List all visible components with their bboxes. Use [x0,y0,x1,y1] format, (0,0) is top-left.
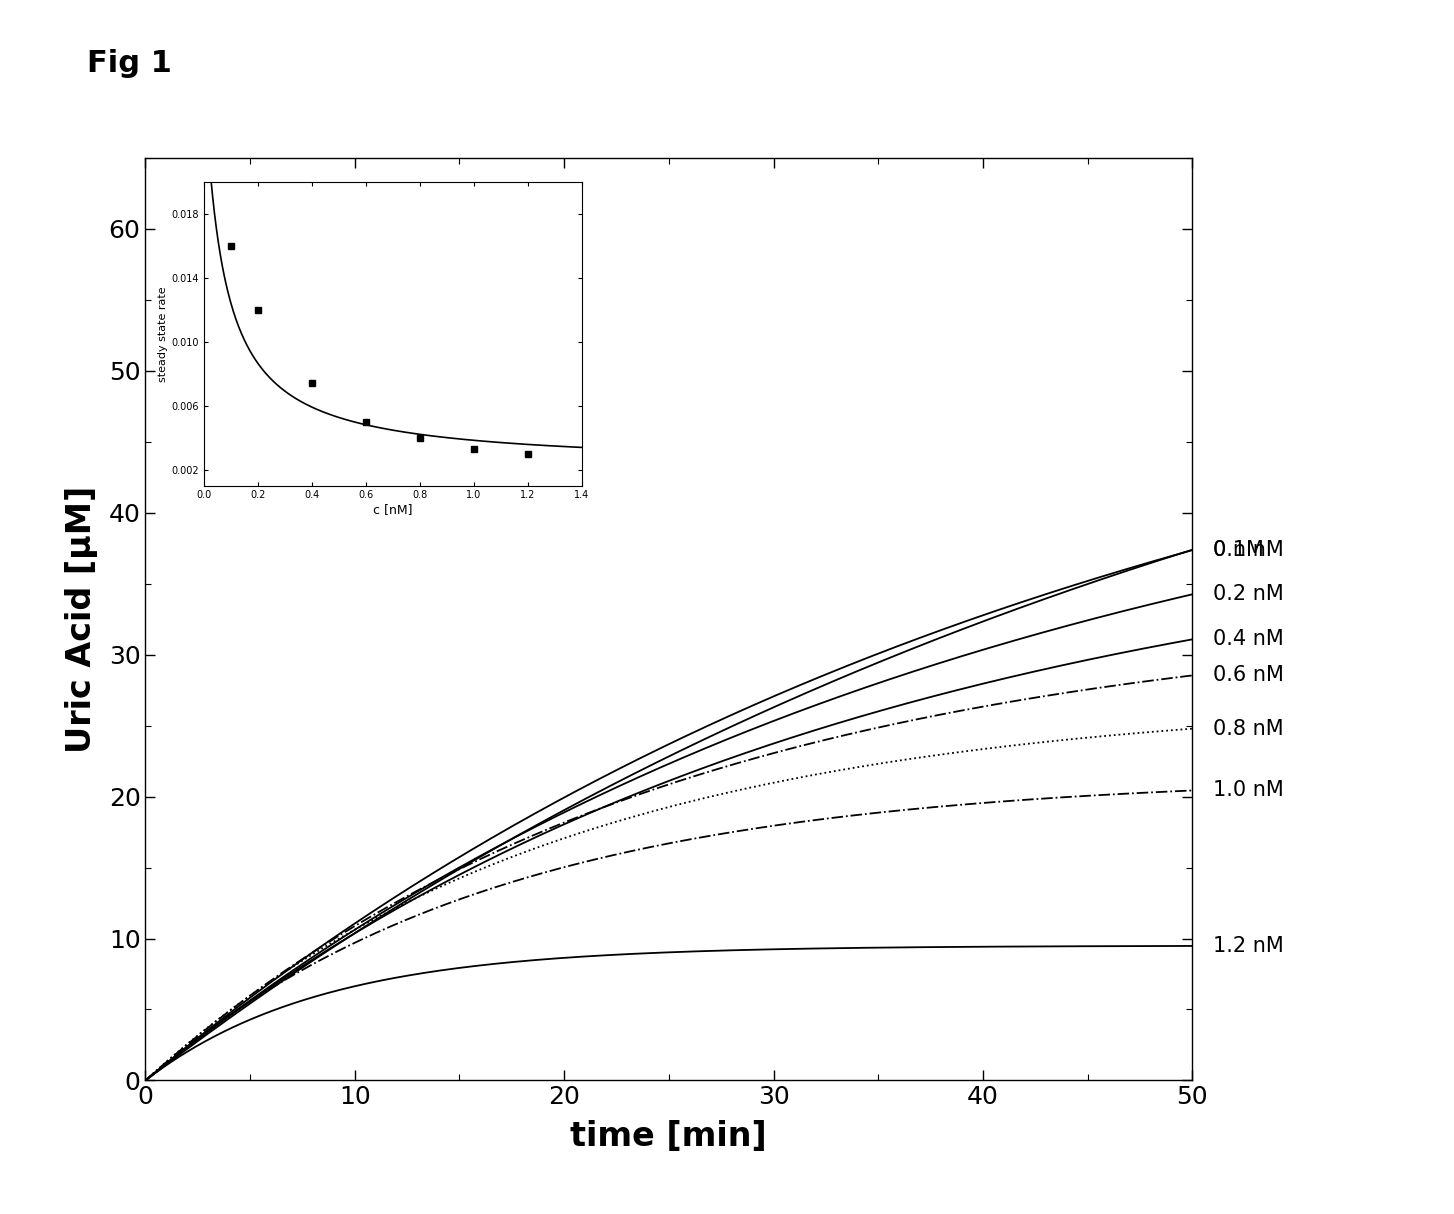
Text: 0.4 nM: 0.4 nM [1213,629,1284,649]
Text: 1.2 nM: 1.2 nM [1213,936,1284,955]
Text: 0.1 nM: 0.1 nM [1213,540,1284,560]
Y-axis label: steady state rate: steady state rate [158,287,169,381]
X-axis label: time [min]: time [min] [570,1121,768,1153]
Text: 0.2 nM: 0.2 nM [1213,584,1284,605]
Text: 0.6 nM: 0.6 nM [1213,665,1284,686]
Y-axis label: Uric Acid [μM]: Uric Acid [μM] [64,486,97,753]
X-axis label: c [nM]: c [nM] [372,504,413,516]
Text: 0.8 nM: 0.8 nM [1213,719,1284,738]
Text: Fig 1: Fig 1 [87,49,172,78]
Text: 0 nM: 0 nM [1213,540,1264,560]
Text: 1.0 nM: 1.0 nM [1213,781,1284,800]
